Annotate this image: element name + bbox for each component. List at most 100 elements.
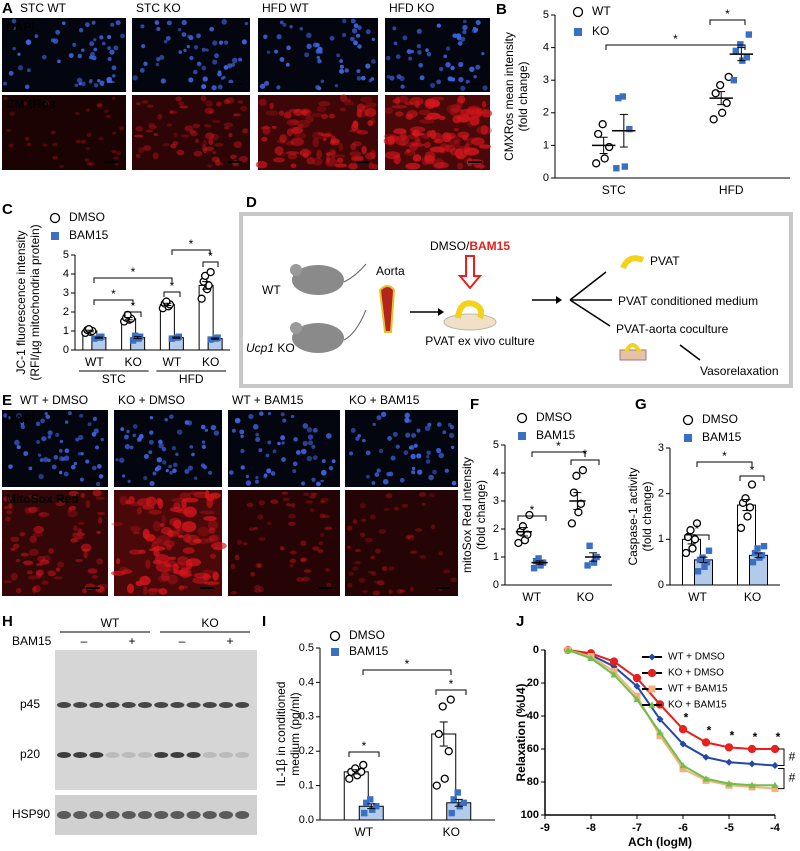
band [73,702,88,708]
micrograph [345,410,458,487]
nucleus [403,450,409,456]
point [633,696,641,703]
nucleus [339,59,343,63]
nucleus [156,27,161,32]
signal [201,144,207,152]
nucleus [181,19,187,26]
nucleus [169,470,174,475]
dish [443,313,497,331]
signal [431,158,445,169]
signal [273,157,285,163]
nucleus [26,68,31,73]
nucleus [366,474,370,479]
nucleus [386,471,391,477]
nucleus [248,413,254,420]
signal [148,122,155,127]
signal [350,155,364,161]
signal [289,550,297,555]
x-tick-label: KO [202,355,219,369]
legend-label: KO + DMSO [668,668,724,679]
signal [450,104,462,113]
legend-marker [572,6,584,18]
band [121,702,136,708]
signal [74,535,84,540]
nucleus [79,413,84,418]
signal [320,113,329,120]
signal [180,567,190,576]
micrograph [228,410,340,487]
point [129,337,137,344]
nucleus [81,48,85,52]
nucleus [282,418,287,423]
signal [384,107,394,115]
signal [365,537,373,543]
nucleus [274,49,279,54]
band [89,702,104,708]
nucleus [281,441,285,445]
nucleus [64,448,70,454]
signal [212,571,219,581]
signal [383,507,390,511]
signal [35,569,45,576]
nucleus [350,427,356,433]
signal [439,143,450,153]
significance: * [131,265,136,279]
signal [438,551,443,556]
signal [205,100,213,107]
nucleus [395,54,401,60]
point [656,715,664,723]
signal [416,138,422,145]
signal [203,581,220,585]
signal [67,507,73,513]
nucleus [400,84,405,89]
nucleus [201,47,206,52]
micrograph [228,490,340,596]
comparison-bracket [778,768,785,790]
nucleus [47,458,51,463]
nucleus [14,439,20,446]
point [626,125,633,133]
signal [454,148,463,159]
nucleus [302,423,309,429]
signal [181,134,190,138]
nucleus [413,443,418,448]
nucleus [189,445,194,449]
nucleus [111,65,117,71]
signal [182,533,192,543]
band [138,702,152,708]
y-axis-label: JC-1 fluorescence intensity [14,230,28,374]
nucleus [259,411,264,416]
band [73,811,88,819]
nucleus [204,428,209,432]
significance-bracket [739,475,765,481]
point [656,732,664,740]
nucleus [223,65,229,70]
signal [20,552,29,557]
significance: * [684,710,689,724]
signal [400,130,407,141]
nucleus [218,40,224,45]
band-label: p45 [20,697,40,711]
point [725,780,733,787]
signal [393,506,400,511]
nucleus [304,52,310,58]
point [754,545,761,552]
nucleus [245,480,252,486]
point [586,542,593,549]
diagram: D WT Ucp1 KO Aorta DMSO/BAM15 PVAT ex vi… [239,194,793,388]
y-tick-label: 40 [527,710,539,722]
nucleus [181,32,187,37]
signal [28,506,40,512]
signal [406,534,415,538]
signal [212,546,222,551]
signal [96,558,104,565]
signal [409,587,414,592]
nucleus [161,446,167,452]
coculture [619,349,647,361]
nucleus [155,62,160,67]
signal [36,563,43,567]
nucleus [209,26,214,32]
signal [154,554,170,564]
signal [364,107,377,117]
nucleus [350,18,356,24]
